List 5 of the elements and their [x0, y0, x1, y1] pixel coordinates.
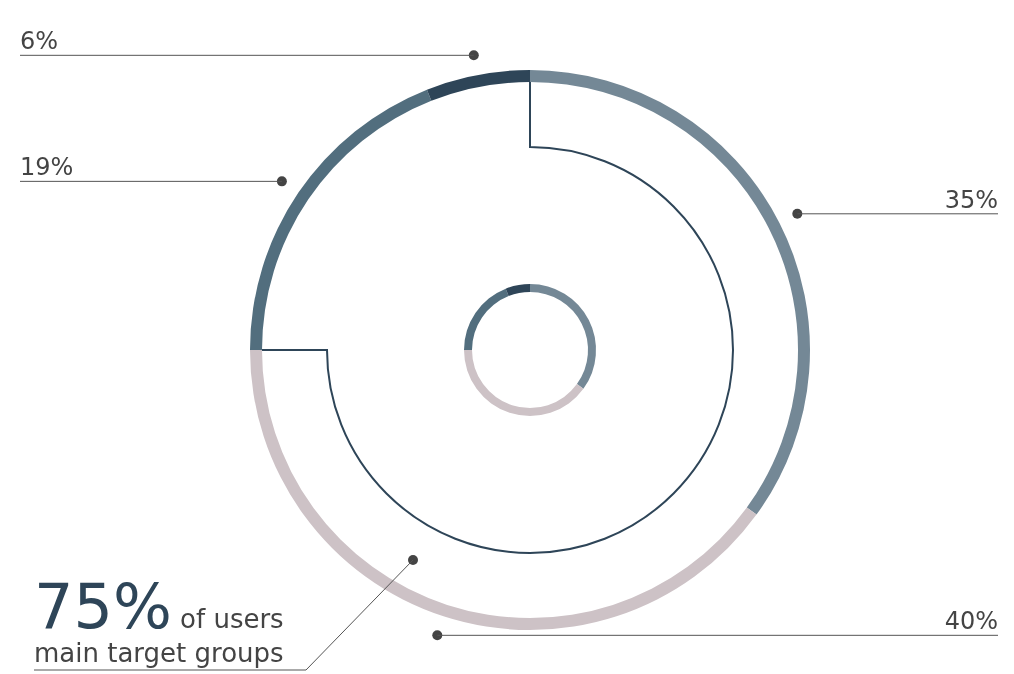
text: 35% [944, 185, 998, 214]
text: 6% [20, 27, 59, 56]
text: 40% [944, 607, 998, 636]
text: of users [179, 604, 284, 634]
text: 19% [20, 153, 74, 182]
